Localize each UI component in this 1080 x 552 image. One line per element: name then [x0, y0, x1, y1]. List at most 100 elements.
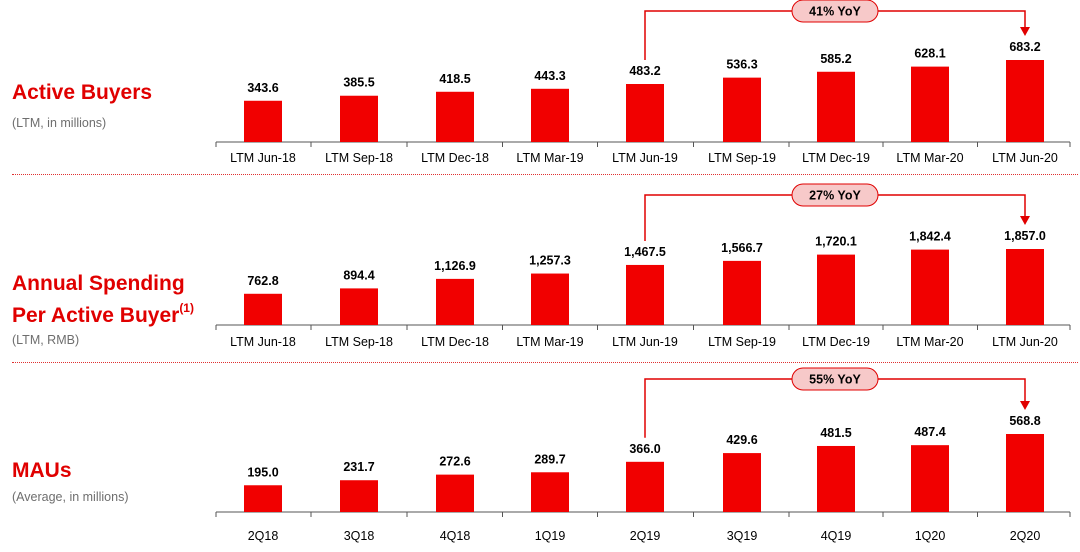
section-divider [12, 174, 1078, 175]
data-label: 762.8 [247, 274, 278, 288]
x-tick-label: LTM Dec-18 [421, 335, 489, 349]
x-tick-label: 4Q19 [821, 529, 852, 543]
data-label: 585.2 [820, 52, 851, 66]
x-tick-label: 2Q20 [1010, 529, 1041, 543]
bar-2-0 [244, 485, 282, 512]
bar-0-4 [626, 84, 664, 142]
x-tick-label: 2Q19 [630, 529, 661, 543]
data-label: 481.5 [820, 426, 851, 440]
data-label: 483.2 [629, 64, 660, 78]
panel-title-text: MAUs [12, 459, 72, 482]
data-label: 443.3 [534, 69, 565, 83]
bar-2-1 [340, 480, 378, 512]
bar-1-7 [911, 249, 949, 325]
yoy-arrowhead [1020, 401, 1030, 410]
bar-1-1 [340, 288, 378, 325]
x-tick-label: LTM Jun-20 [992, 151, 1058, 165]
data-label: 289.7 [534, 452, 565, 466]
panel-title-active-buyers: Active Buyers [12, 79, 152, 106]
bar-2-7 [911, 445, 949, 512]
data-label: 894.4 [343, 268, 374, 282]
bar-0-8 [1006, 60, 1044, 142]
yoy-badge-text: 41% YoY [809, 5, 861, 19]
data-label: 1,126.9 [434, 259, 476, 273]
x-tick-label: LTM Dec-19 [802, 151, 870, 165]
panel-title-text: Annual Spending [12, 272, 185, 295]
x-tick-label: LTM Jun-18 [230, 151, 296, 165]
bar-2-5 [723, 453, 761, 512]
bar-2-2 [436, 474, 474, 512]
bar-1-0 [244, 293, 282, 325]
bar-1-8 [1006, 249, 1044, 325]
x-tick-label: LTM Jun-18 [230, 335, 296, 349]
bar-0-5 [723, 77, 761, 142]
bar-0-3 [531, 88, 569, 142]
x-tick-label: LTM Dec-18 [421, 151, 489, 165]
x-tick-label: LTM Mar-20 [896, 335, 963, 349]
yoy-badge [791, 0, 879, 23]
x-tick-label: LTM Sep-18 [325, 335, 393, 349]
x-tick-label: LTM Jun-20 [992, 335, 1058, 349]
x-tick-label: 2Q18 [248, 529, 279, 543]
panel-subtitle-maus: (Average, in millions) [12, 490, 129, 504]
bar-2-4 [626, 461, 664, 512]
data-label: 385.5 [343, 76, 374, 90]
data-label: 1,566.7 [721, 241, 763, 255]
data-label: 1,842.4 [909, 230, 951, 244]
data-label: 231.7 [343, 460, 374, 474]
bar-0-1 [340, 95, 378, 142]
x-tick-label: 1Q20 [915, 529, 946, 543]
yoy-badge-text: 27% YoY [809, 189, 861, 203]
data-label: 1,857.0 [1004, 229, 1046, 243]
panel-title-text: Active Buyers [12, 81, 153, 104]
yoy-badge-text: 55% YoY [809, 373, 861, 387]
bar-0-0 [244, 100, 282, 142]
panel-subtitle-spending: (LTM, RMB) [12, 333, 80, 347]
bar-1-3 [531, 273, 569, 325]
bar-1-2 [436, 278, 474, 325]
yoy-badge [791, 183, 879, 207]
panel-title-spending: Annual Spending Per Active Buyer(1) [12, 270, 194, 329]
x-tick-label: LTM Mar-19 [516, 151, 583, 165]
data-label: 487.4 [914, 425, 945, 439]
x-tick-label: LTM Jun-19 [612, 335, 678, 349]
data-label: 628.1 [914, 47, 945, 61]
data-label: 272.6 [439, 455, 470, 469]
x-tick-label: LTM Mar-20 [896, 151, 963, 165]
data-label: 195.0 [247, 465, 278, 479]
x-tick-label: 3Q18 [344, 529, 375, 543]
bar-1-6 [817, 254, 855, 325]
x-tick-label: LTM Sep-19 [708, 335, 776, 349]
bar-0-6 [817, 71, 855, 142]
yoy-badge [791, 367, 879, 391]
bar-1-4 [626, 264, 664, 325]
x-tick-label: LTM Mar-19 [516, 335, 583, 349]
x-tick-label: 4Q18 [440, 529, 471, 543]
bar-1-5 [723, 260, 761, 325]
x-tick-label: LTM Jun-19 [612, 151, 678, 165]
section-divider [12, 362, 1078, 363]
x-tick-label: LTM Dec-19 [802, 335, 870, 349]
x-tick-label: 1Q19 [535, 529, 566, 543]
x-tick-label: 3Q19 [727, 529, 758, 543]
bar-2-8 [1006, 434, 1044, 512]
data-label: 1,467.5 [624, 245, 666, 259]
x-tick-label: LTM Sep-19 [708, 151, 776, 165]
panel-title-maus: MAUs [12, 457, 72, 484]
data-label: 1,257.3 [529, 254, 571, 268]
footnote-marker: (1) [179, 301, 194, 315]
panel-title-text-line2: Per Active Buyer [12, 304, 180, 327]
yoy-arrowhead [1020, 27, 1030, 36]
data-label: 418.5 [439, 72, 470, 86]
data-label: 536.3 [726, 58, 757, 72]
panel-subtitle-active-buyers: (LTM, in millions) [12, 116, 107, 130]
bar-0-2 [436, 91, 474, 142]
x-tick-label: LTM Sep-18 [325, 151, 393, 165]
yoy-arrowhead [1020, 216, 1030, 225]
data-label: 429.6 [726, 433, 757, 447]
data-label: 1,720.1 [815, 235, 857, 249]
data-label: 366.0 [629, 442, 660, 456]
data-label: 568.8 [1009, 414, 1040, 428]
data-label: 683.2 [1009, 40, 1040, 54]
